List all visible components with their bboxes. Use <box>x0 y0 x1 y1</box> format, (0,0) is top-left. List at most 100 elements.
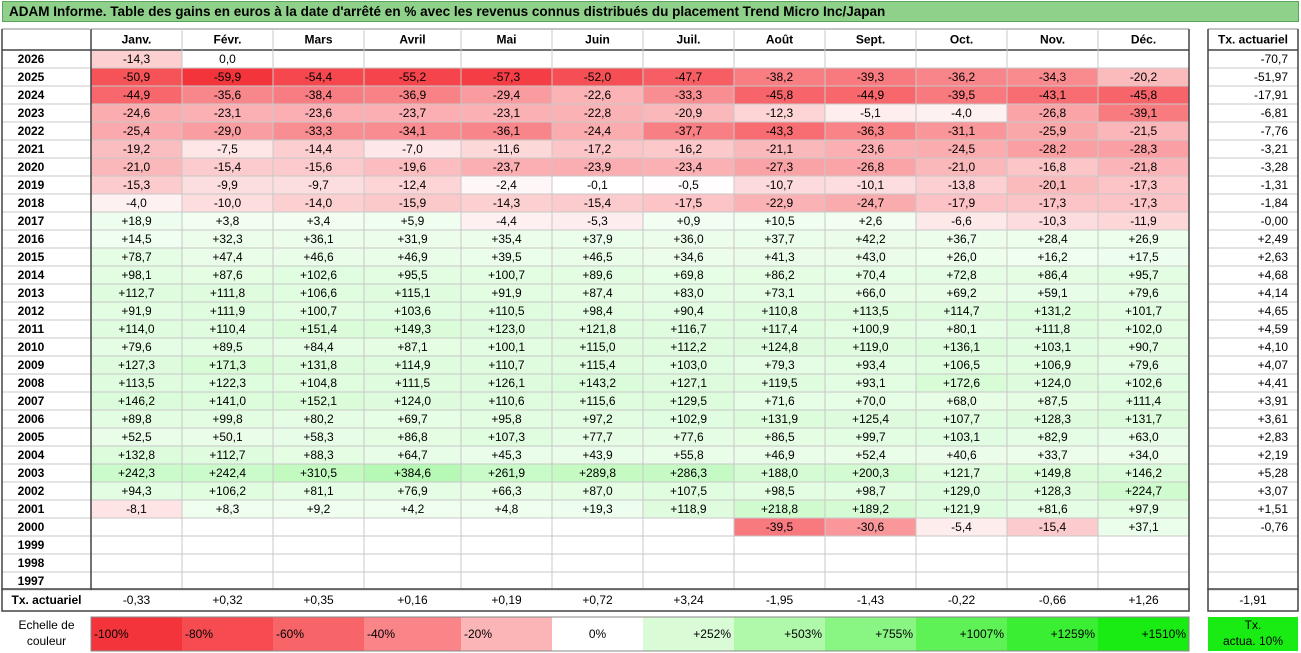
gain-value: -54,4 <box>305 70 333 84</box>
gain-cell <box>461 86 552 104</box>
gain-cell <box>91 446 182 464</box>
gain-cell <box>825 68 916 86</box>
gain-value: +87,6 <box>212 268 243 282</box>
gain-cell <box>1098 230 1189 248</box>
rate-value: -0,76 <box>1261 520 1289 534</box>
gain-cell <box>825 392 916 410</box>
gain-cell <box>825 86 916 104</box>
gain-cell <box>916 176 1007 194</box>
gain-cell <box>916 428 1007 446</box>
gain-cell <box>273 536 364 554</box>
gain-cell <box>273 104 364 122</box>
gain-value: +117,4 <box>761 322 797 336</box>
gain-value: +106,2 <box>209 484 246 498</box>
gain-cell <box>461 194 552 212</box>
gain-cell <box>552 536 643 554</box>
gain-cell <box>916 464 1007 482</box>
gain-cell <box>1007 320 1098 338</box>
gain-value: -34,3 <box>1039 70 1067 84</box>
gain-cell <box>1007 446 1098 464</box>
gain-value: +32,3 <box>212 232 243 246</box>
gain-cell <box>91 572 182 590</box>
gain-cell <box>1007 392 1098 410</box>
gain-value: +100,1 <box>488 340 525 354</box>
rate-value: +4,07 <box>1258 358 1289 372</box>
gain-value: +119,0 <box>852 340 888 354</box>
gain-cell <box>461 482 552 500</box>
gain-cell <box>273 338 364 356</box>
gain-cell <box>273 446 364 464</box>
scale-label: Echelle de <box>18 618 74 632</box>
gain-cell <box>643 68 734 86</box>
gain-cell <box>734 266 825 284</box>
scale-value: +252% <box>693 627 731 641</box>
gain-value: +70,4 <box>855 268 886 282</box>
gain-cell <box>825 266 916 284</box>
gain-cell <box>825 140 916 158</box>
gain-value: +103,1 <box>1034 340 1071 354</box>
gain-value: +124,8 <box>761 340 798 354</box>
footer-total: -1,91 <box>1239 593 1267 607</box>
gain-value: +146,2 <box>118 394 155 408</box>
gain-cell <box>734 374 825 392</box>
gain-value: -14,0 <box>305 196 333 210</box>
gain-cell <box>643 500 734 518</box>
gain-value: -13,8 <box>948 178 976 192</box>
gain-value: -45,8 <box>1130 88 1158 102</box>
year-label: 2023 <box>18 106 45 120</box>
gain-value: +125,4 <box>852 412 889 426</box>
year-label: 2015 <box>18 250 45 264</box>
page-title: ADAM Informe. Table des gains en euros à… <box>2 1 1299 22</box>
gain-cell <box>364 392 461 410</box>
gain-cell <box>182 284 273 302</box>
gain-value: +33,7 <box>1037 448 1068 462</box>
gain-cell <box>461 500 552 518</box>
gain-cell <box>91 356 182 374</box>
gain-value: +100,7 <box>488 268 525 282</box>
gain-value: +36,7 <box>946 232 977 246</box>
rate-value: +4,14 <box>1258 286 1289 300</box>
gain-cell <box>91 428 182 446</box>
gain-cell <box>916 212 1007 230</box>
gain-value: +36,0 <box>673 232 704 246</box>
scale-swatch <box>91 617 182 651</box>
gain-cell <box>182 428 273 446</box>
gain-cell <box>825 212 916 230</box>
gain-value: +87,5 <box>1037 394 1068 408</box>
gain-cell <box>825 482 916 500</box>
gain-cell <box>734 338 825 356</box>
gain-cell <box>643 464 734 482</box>
gain-cell <box>643 284 734 302</box>
gain-cell <box>273 518 364 536</box>
gain-value: +59,1 <box>1037 286 1068 300</box>
gain-cell <box>461 176 552 194</box>
year-label: 2013 <box>18 286 45 300</box>
gain-value: +111,8 <box>1035 322 1071 336</box>
gain-value: +81,6 <box>1037 502 1068 516</box>
gain-cell <box>916 392 1007 410</box>
gain-value: +95,5 <box>397 268 428 282</box>
gain-value: -0,5 <box>678 178 699 192</box>
rate-value: -51,97 <box>1254 70 1288 84</box>
gain-cell <box>734 392 825 410</box>
gain-cell <box>643 374 734 392</box>
scale-swatch <box>734 617 825 651</box>
gain-value: +3,4 <box>307 214 331 228</box>
gain-value: +261,9 <box>488 466 525 480</box>
gain-value: -5,1 <box>860 106 881 120</box>
gain-cell <box>182 140 273 158</box>
gain-value: +93,4 <box>855 358 886 372</box>
gain-value: -36,3 <box>857 124 885 138</box>
gain-cell <box>643 518 734 536</box>
rate-value: +4,65 <box>1258 304 1289 318</box>
gain-cell <box>734 464 825 482</box>
gain-cell <box>643 356 734 374</box>
gain-value: +131,9 <box>761 412 798 426</box>
gain-cell <box>916 104 1007 122</box>
scale-swatch <box>273 617 364 651</box>
gain-value: +28,4 <box>1037 232 1068 246</box>
gain-value: +149,3 <box>394 322 431 336</box>
gain-cell <box>825 284 916 302</box>
gain-value: +91,9 <box>491 286 522 300</box>
gain-value: +115,0 <box>579 340 615 354</box>
